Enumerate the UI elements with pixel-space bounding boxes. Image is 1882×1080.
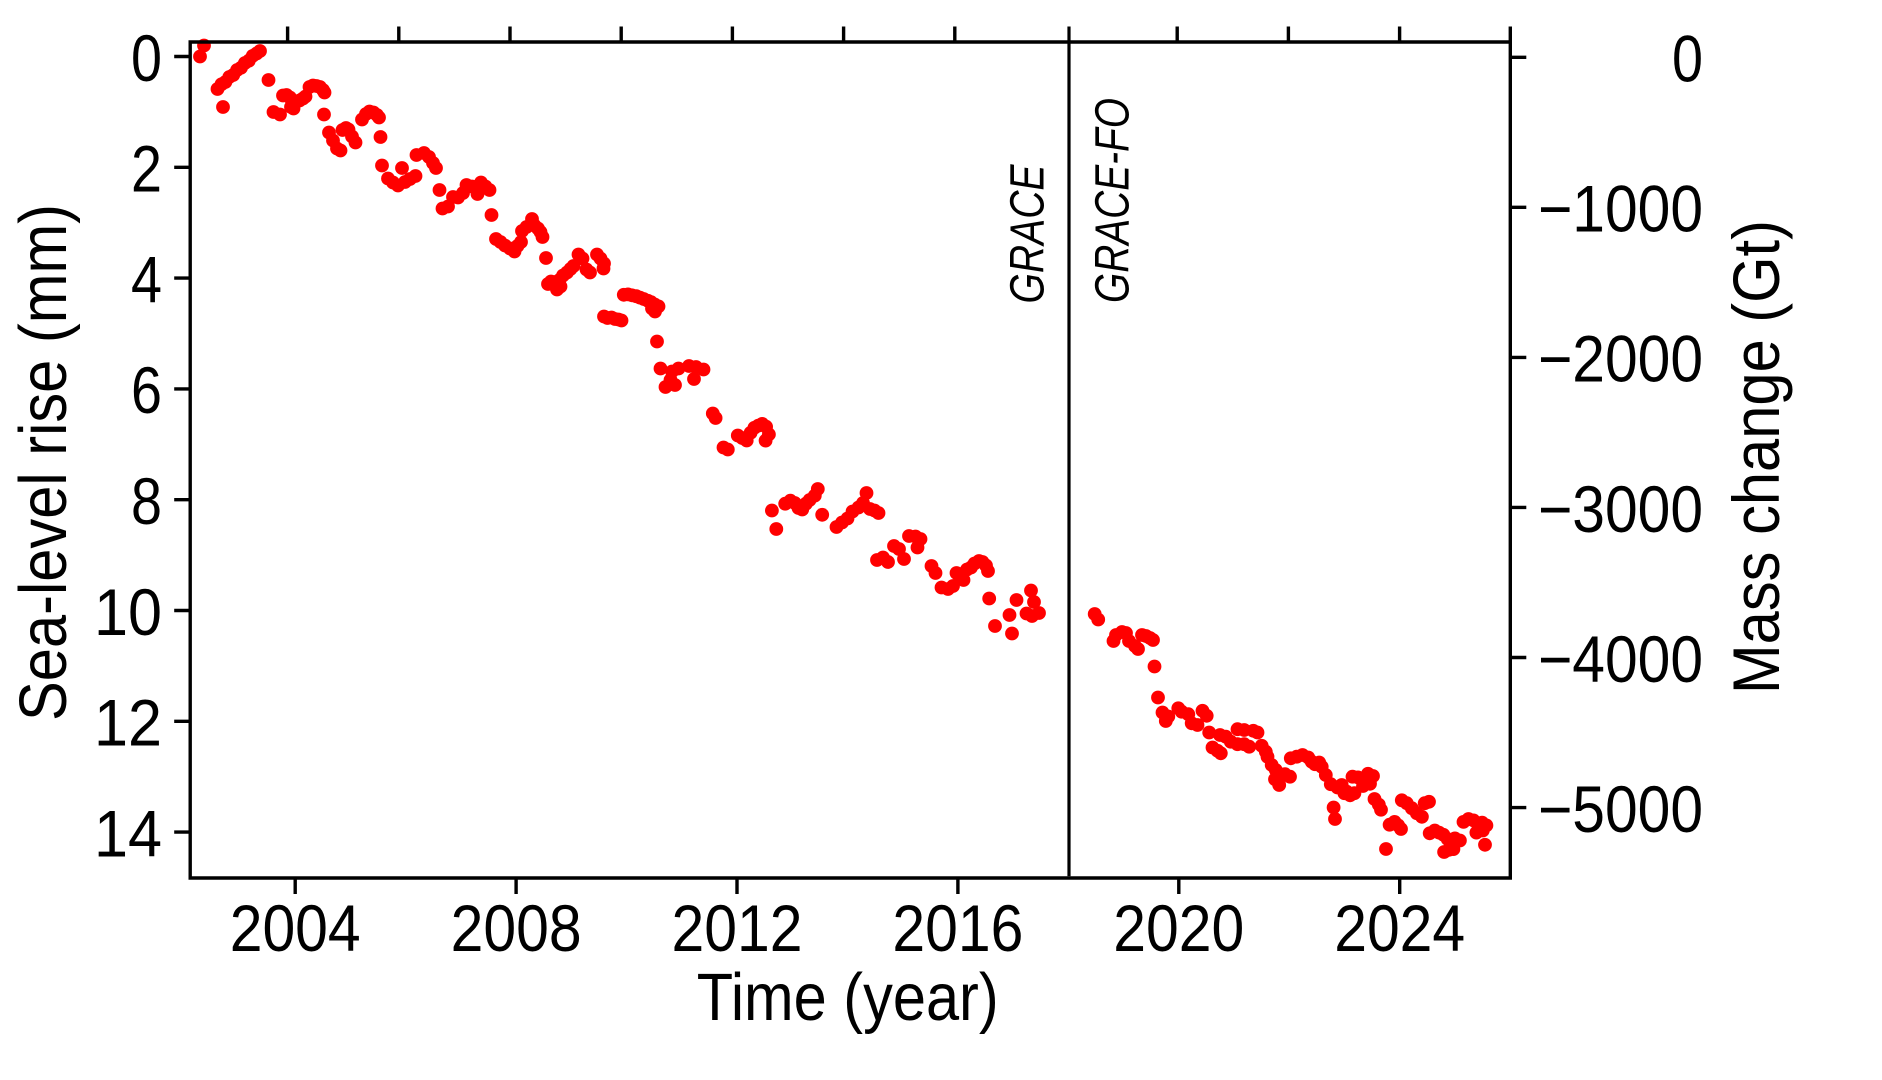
svg-text:2020: 2020 xyxy=(1113,891,1244,965)
svg-text:10: 10 xyxy=(94,575,162,649)
svg-text:14: 14 xyxy=(94,796,162,870)
svg-text:6: 6 xyxy=(131,353,162,427)
svg-text:8: 8 xyxy=(131,464,162,538)
svg-text:Sea-level rise (mm): Sea-level rise (mm) xyxy=(6,204,81,721)
svg-text:12: 12 xyxy=(94,686,162,760)
svg-text:2: 2 xyxy=(131,132,162,206)
svg-text:GRACE-FO: GRACE-FO xyxy=(1087,98,1140,303)
svg-text:GRACE: GRACE xyxy=(1002,164,1055,304)
svg-text:Time (year): Time (year) xyxy=(697,960,999,1035)
svg-text:−5000: −5000 xyxy=(1538,772,1703,846)
svg-text:2008: 2008 xyxy=(451,891,582,965)
svg-text:−2000: −2000 xyxy=(1538,322,1703,396)
svg-text:2016: 2016 xyxy=(892,891,1023,965)
svg-text:2012: 2012 xyxy=(672,891,803,965)
svg-text:0: 0 xyxy=(131,21,162,95)
svg-text:−4000: −4000 xyxy=(1538,622,1703,696)
svg-text:2024: 2024 xyxy=(1334,891,1465,965)
svg-text:4: 4 xyxy=(131,242,162,316)
svg-text:2004: 2004 xyxy=(230,891,361,965)
svg-text:0: 0 xyxy=(1672,22,1703,96)
svg-text:−1000: −1000 xyxy=(1538,172,1703,246)
svg-text:−3000: −3000 xyxy=(1538,472,1703,546)
svg-text:Mass change (Gt): Mass change (Gt) xyxy=(1719,220,1793,694)
